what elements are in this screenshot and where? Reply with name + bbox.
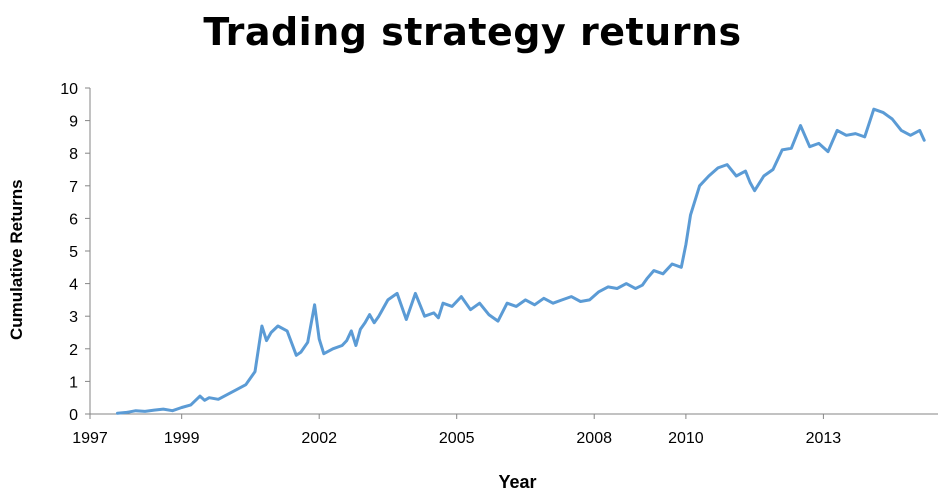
y-tick-label: 7 [69, 179, 78, 196]
x-tick-label: 2005 [439, 430, 475, 447]
y-tick-labels: 0 1 2 3 4 5 6 7 8 9 10 [60, 81, 78, 424]
x-tick-labels: 1997 1999 2002 2005 2008 2010 2013 [72, 430, 841, 447]
y-tick-label: 4 [69, 277, 78, 294]
x-tick-label: 2013 [806, 430, 842, 447]
x-tick-label: 2010 [668, 430, 704, 447]
y-tick-label: 6 [69, 211, 78, 228]
x-tick-label: 1997 [72, 430, 108, 447]
y-axis-label: Cumulative Returns [7, 179, 26, 340]
y-tick-label: 3 [69, 309, 78, 326]
y-tick-label: 5 [69, 244, 78, 261]
y-tick-label: 8 [69, 146, 78, 163]
x-tick-label: 2002 [301, 430, 337, 447]
y-tick-label: 0 [69, 407, 78, 424]
plot-area [116, 107, 926, 415]
x-tick-label: 1999 [164, 430, 200, 447]
chart-title: Trading strategy returns [203, 10, 742, 54]
axes [85, 87, 938, 419]
y-tick-label: 1 [69, 374, 78, 391]
x-axis-label: Year [498, 472, 537, 492]
x-tick-label: 2008 [576, 430, 612, 447]
y-tick-label: 2 [69, 342, 78, 359]
y-tick-label: 9 [69, 114, 78, 131]
y-tick-label: 10 [60, 81, 78, 98]
series-line-0 [116, 107, 926, 415]
